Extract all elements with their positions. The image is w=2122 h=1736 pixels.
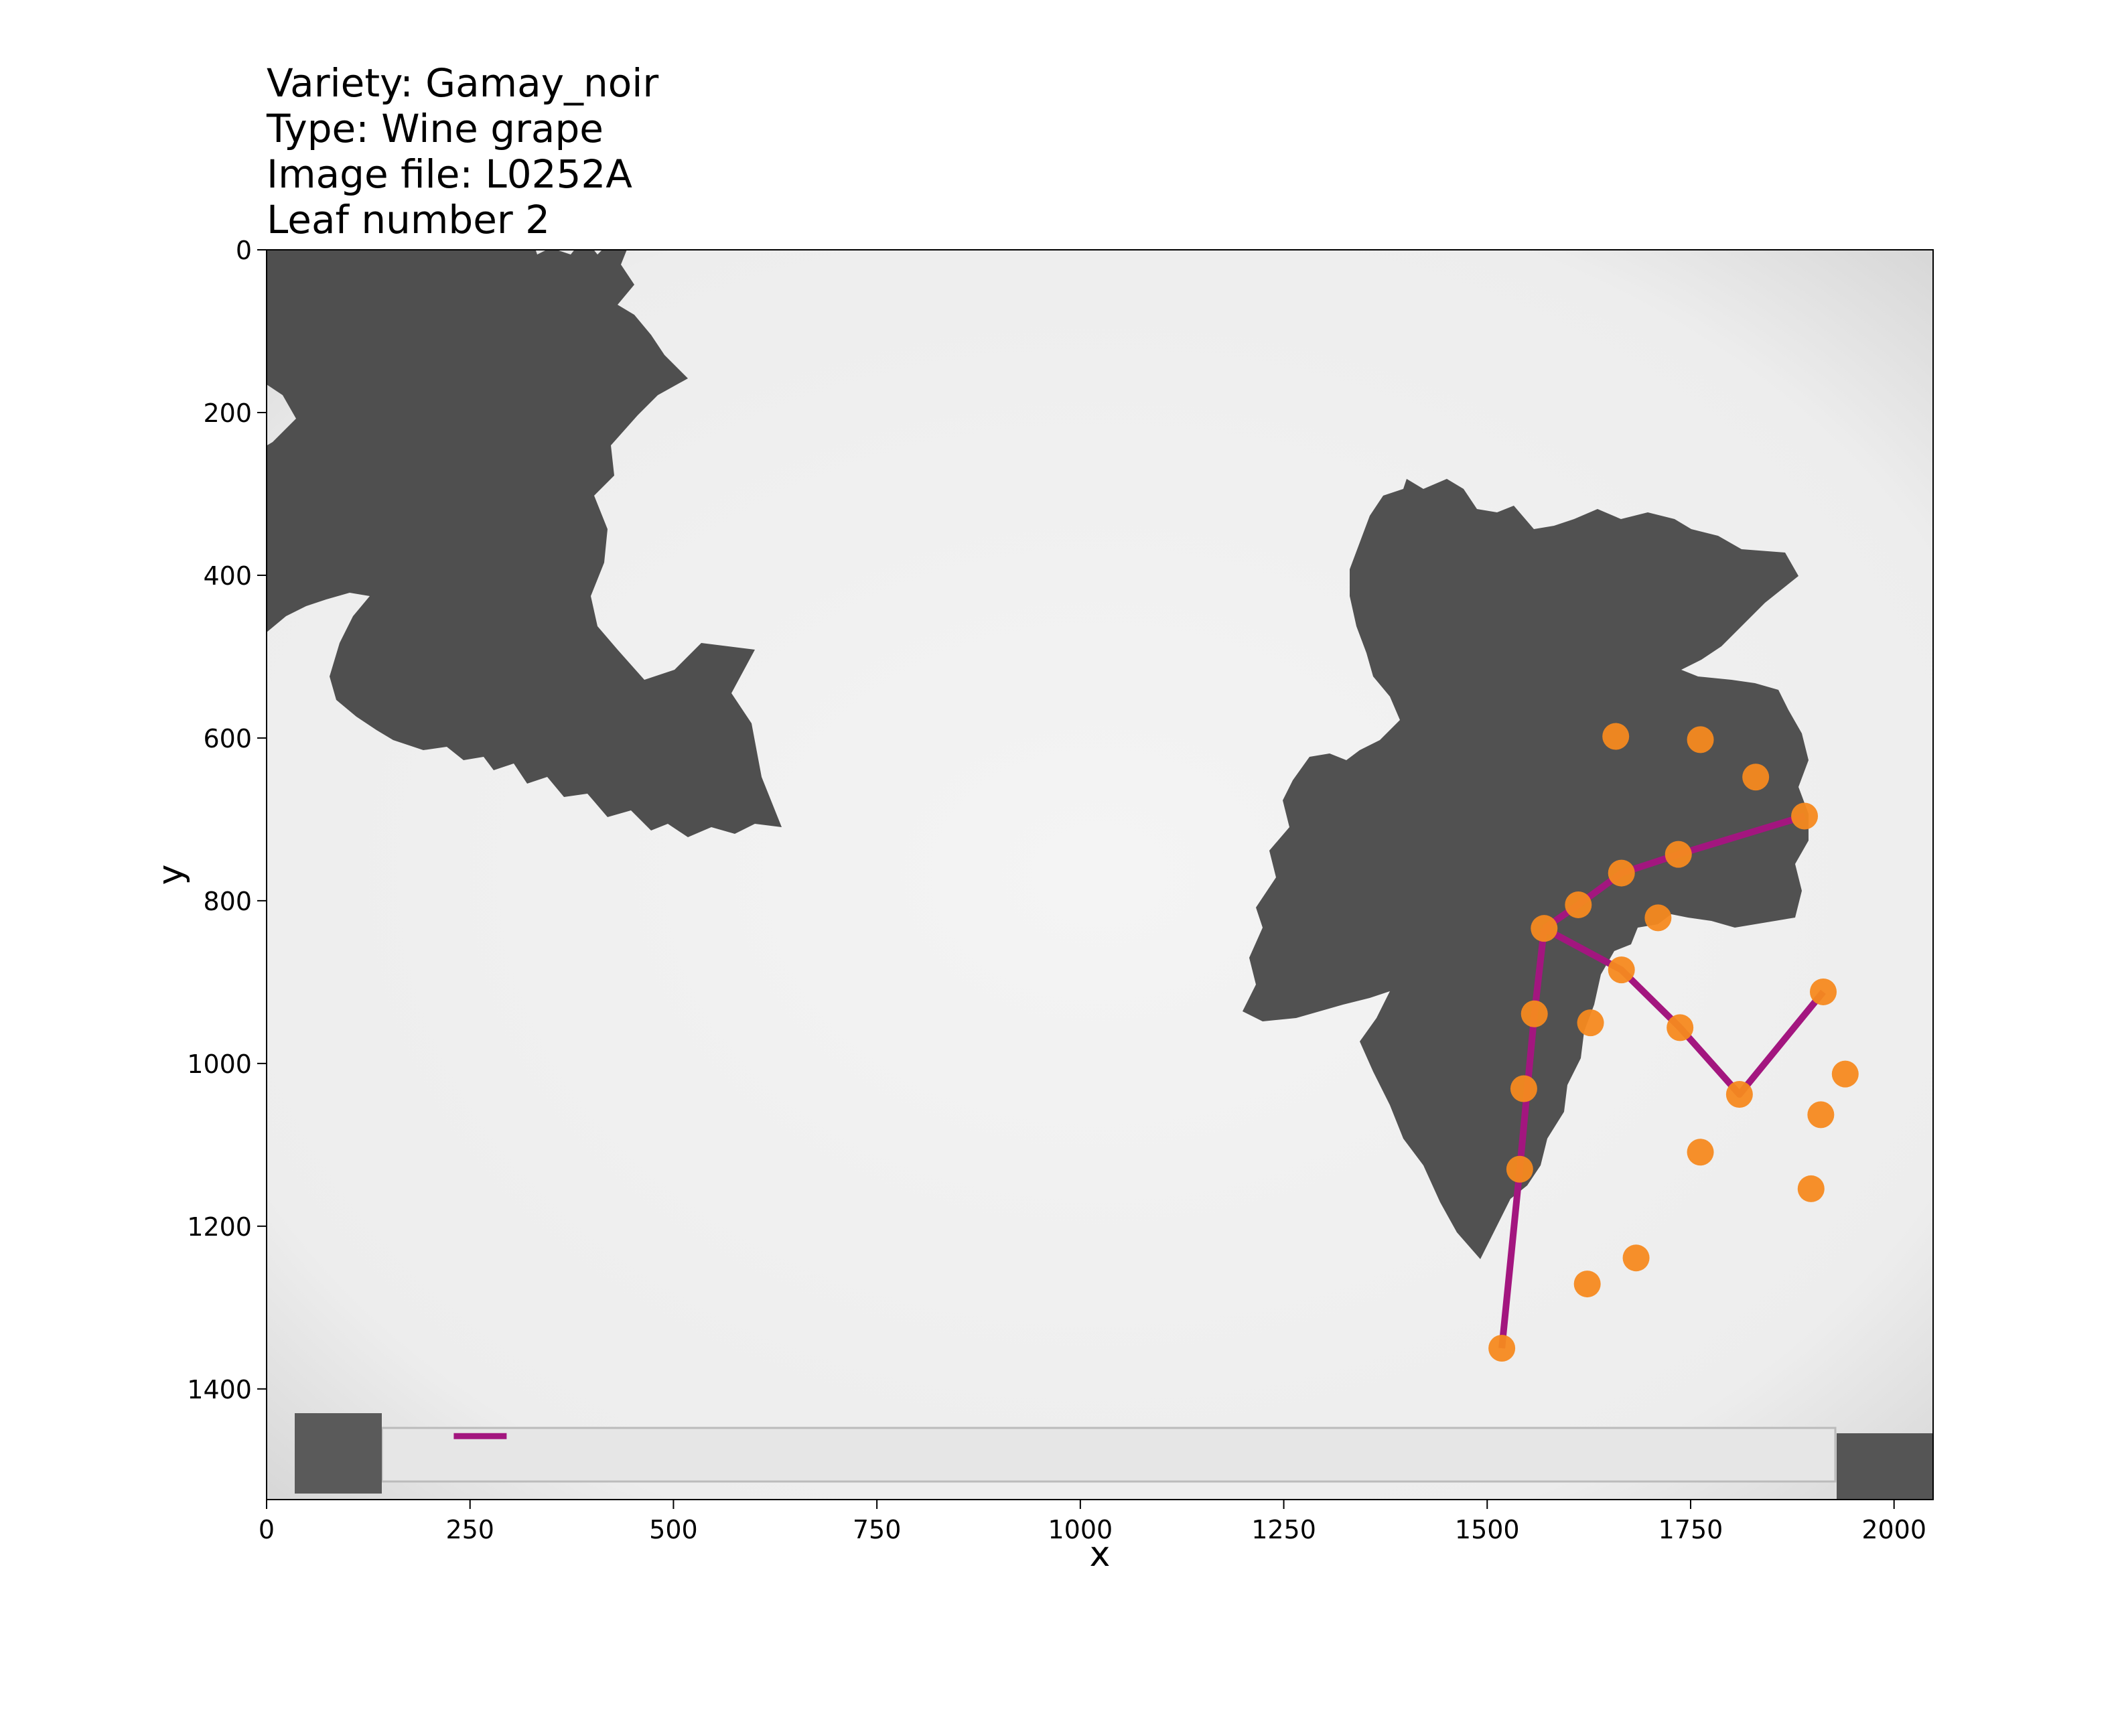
landmark-point [1608,956,1635,984]
title-image-file: Image file: L0252A [267,151,632,197]
landmark-point [1520,1000,1548,1027]
scan-image [267,250,1933,1500]
landmark-point [1577,1009,1604,1037]
y-tick-label: 400 [203,561,252,591]
landmark-point [1565,891,1592,918]
landmark-point [1807,1101,1835,1129]
right-leaf [1243,479,1809,1259]
landmark-point [1725,1081,1753,1108]
y-tick-label: 1200 [187,1212,252,1242]
landmark-point [1602,723,1630,750]
landmark-point [1506,1155,1533,1183]
x-tick-label: 2000 [1861,1515,1926,1544]
landmark-layer [1488,723,1859,1362]
landmark-point [1687,726,1714,753]
bottom-right-corner-block [1837,1433,1933,1500]
x-axis-ticks: 0 250 500 750 1000 1250 1500 1750 2000 [259,1500,1926,1544]
x-tick-label: 250 [445,1515,494,1544]
landmark-point [1742,764,1770,791]
landmark-point [1622,1244,1650,1272]
ruler [380,1427,1837,1483]
y-tick-label: 1400 [187,1375,252,1404]
y-tick-label: 600 [203,724,252,753]
y-tick-label: 200 [203,399,252,428]
x-tick-label: 0 [259,1515,275,1544]
landmark-point [1809,978,1837,1005]
plot-frame [266,249,1934,1500]
x-tick-label: 750 [853,1515,902,1544]
x-tick-label: 500 [649,1515,698,1544]
landmark-point [1488,1335,1516,1362]
landmark-point [1510,1075,1537,1102]
landmark-point [1665,841,1692,868]
y-axis-label: y [151,865,191,885]
title-variety: Variety: Gamay_noir [267,60,659,106]
x-axis-label: x [1090,1534,1111,1575]
x-tick-label: 1750 [1658,1515,1723,1544]
landmark-point [1797,1175,1825,1202]
x-tick-label: 1000 [1048,1515,1113,1544]
landmark-point [1608,859,1635,887]
left-leaf [267,250,782,837]
landmark-point [1531,915,1558,942]
x-tick-label: 1500 [1455,1515,1520,1544]
landmark-point [1644,904,1672,932]
y-tick-label: 0 [236,236,252,265]
y-tick-label: 1000 [187,1050,252,1079]
landmark-point [1831,1060,1859,1088]
bottom-left-corner-block [295,1413,382,1494]
landmark-point [1791,802,1819,830]
y-axis-ticks: 0 200 400 600 800 1000 1200 1400 [187,236,267,1404]
y-tick-label: 800 [203,887,252,916]
title-block: Variety: Gamay_noir Type: Wine grape Ima… [267,60,658,242]
title-leaf-number: Leaf number 2 [267,197,551,242]
landmark-point [1573,1271,1601,1298]
title-type: Type: Wine grape [267,106,604,151]
x-tick-label: 1250 [1251,1515,1316,1544]
landmark-point [1667,1014,1694,1041]
landmark-point [1687,1139,1714,1166]
